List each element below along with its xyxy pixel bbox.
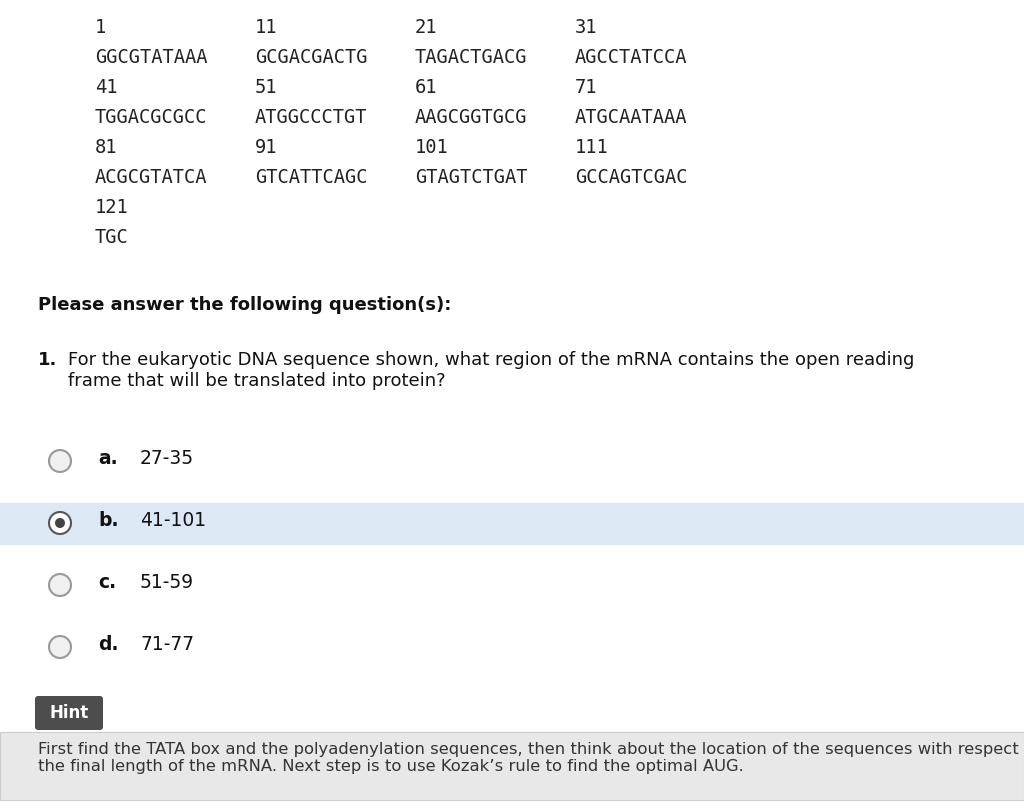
- Text: 91: 91: [255, 138, 278, 157]
- Text: 21: 21: [415, 18, 437, 37]
- Text: GTCATTCAGC: GTCATTCAGC: [255, 168, 368, 187]
- Text: TAGACTGACG: TAGACTGACG: [415, 48, 527, 67]
- Text: d.: d.: [98, 635, 119, 654]
- Text: Please answer the following question(s):: Please answer the following question(s):: [38, 296, 452, 314]
- Text: 27-35: 27-35: [140, 449, 195, 468]
- Circle shape: [49, 636, 71, 658]
- Bar: [0, 503, 1024, 545]
- Text: Hint: Hint: [49, 704, 89, 722]
- Circle shape: [49, 512, 71, 534]
- Circle shape: [49, 450, 71, 472]
- Text: 61: 61: [415, 78, 437, 97]
- Circle shape: [55, 518, 65, 528]
- Circle shape: [49, 574, 71, 596]
- Bar: [0, 732, 1024, 800]
- Text: ATGGCCCTGT: ATGGCCCTGT: [255, 108, 368, 127]
- Text: For the eukaryotic DNA sequence shown, what region of the mRNA contains the open: For the eukaryotic DNA sequence shown, w…: [68, 351, 914, 389]
- Text: 41: 41: [95, 78, 118, 97]
- Text: GCCAGTCGAC: GCCAGTCGAC: [575, 168, 687, 187]
- Text: AGCCTATCCA: AGCCTATCCA: [575, 48, 687, 67]
- Text: AAGCGGTGCG: AAGCGGTGCG: [415, 108, 527, 127]
- Text: 11: 11: [255, 18, 278, 37]
- Text: ATGCAATAAA: ATGCAATAAA: [575, 108, 687, 127]
- Text: First find the TATA box and the polyadenylation sequences, then think about the : First find the TATA box and the polyaden…: [38, 742, 1024, 774]
- Text: ACGCGTATCA: ACGCGTATCA: [95, 168, 208, 187]
- Text: a.: a.: [98, 449, 118, 468]
- Text: 71-77: 71-77: [140, 635, 195, 654]
- Text: GTAGTCTGAT: GTAGTCTGAT: [415, 168, 527, 187]
- Text: 121: 121: [95, 198, 129, 217]
- Text: GGCGTATAAA: GGCGTATAAA: [95, 48, 208, 67]
- Text: b.: b.: [98, 511, 119, 530]
- FancyBboxPatch shape: [35, 696, 103, 730]
- Text: 71: 71: [575, 78, 597, 97]
- Text: 1: 1: [95, 18, 106, 37]
- Text: 31: 31: [575, 18, 597, 37]
- Text: c.: c.: [98, 573, 116, 592]
- Text: 41-101: 41-101: [140, 511, 206, 530]
- Text: 1.: 1.: [38, 351, 57, 369]
- Text: TGGACGCGCC: TGGACGCGCC: [95, 108, 208, 127]
- Text: TGC: TGC: [95, 228, 129, 247]
- Text: 81: 81: [95, 138, 118, 157]
- Text: 111: 111: [575, 138, 608, 157]
- Text: 51: 51: [255, 78, 278, 97]
- Text: 101: 101: [415, 138, 449, 157]
- Text: 51-59: 51-59: [140, 573, 195, 592]
- Text: GCGACGACTG: GCGACGACTG: [255, 48, 368, 67]
